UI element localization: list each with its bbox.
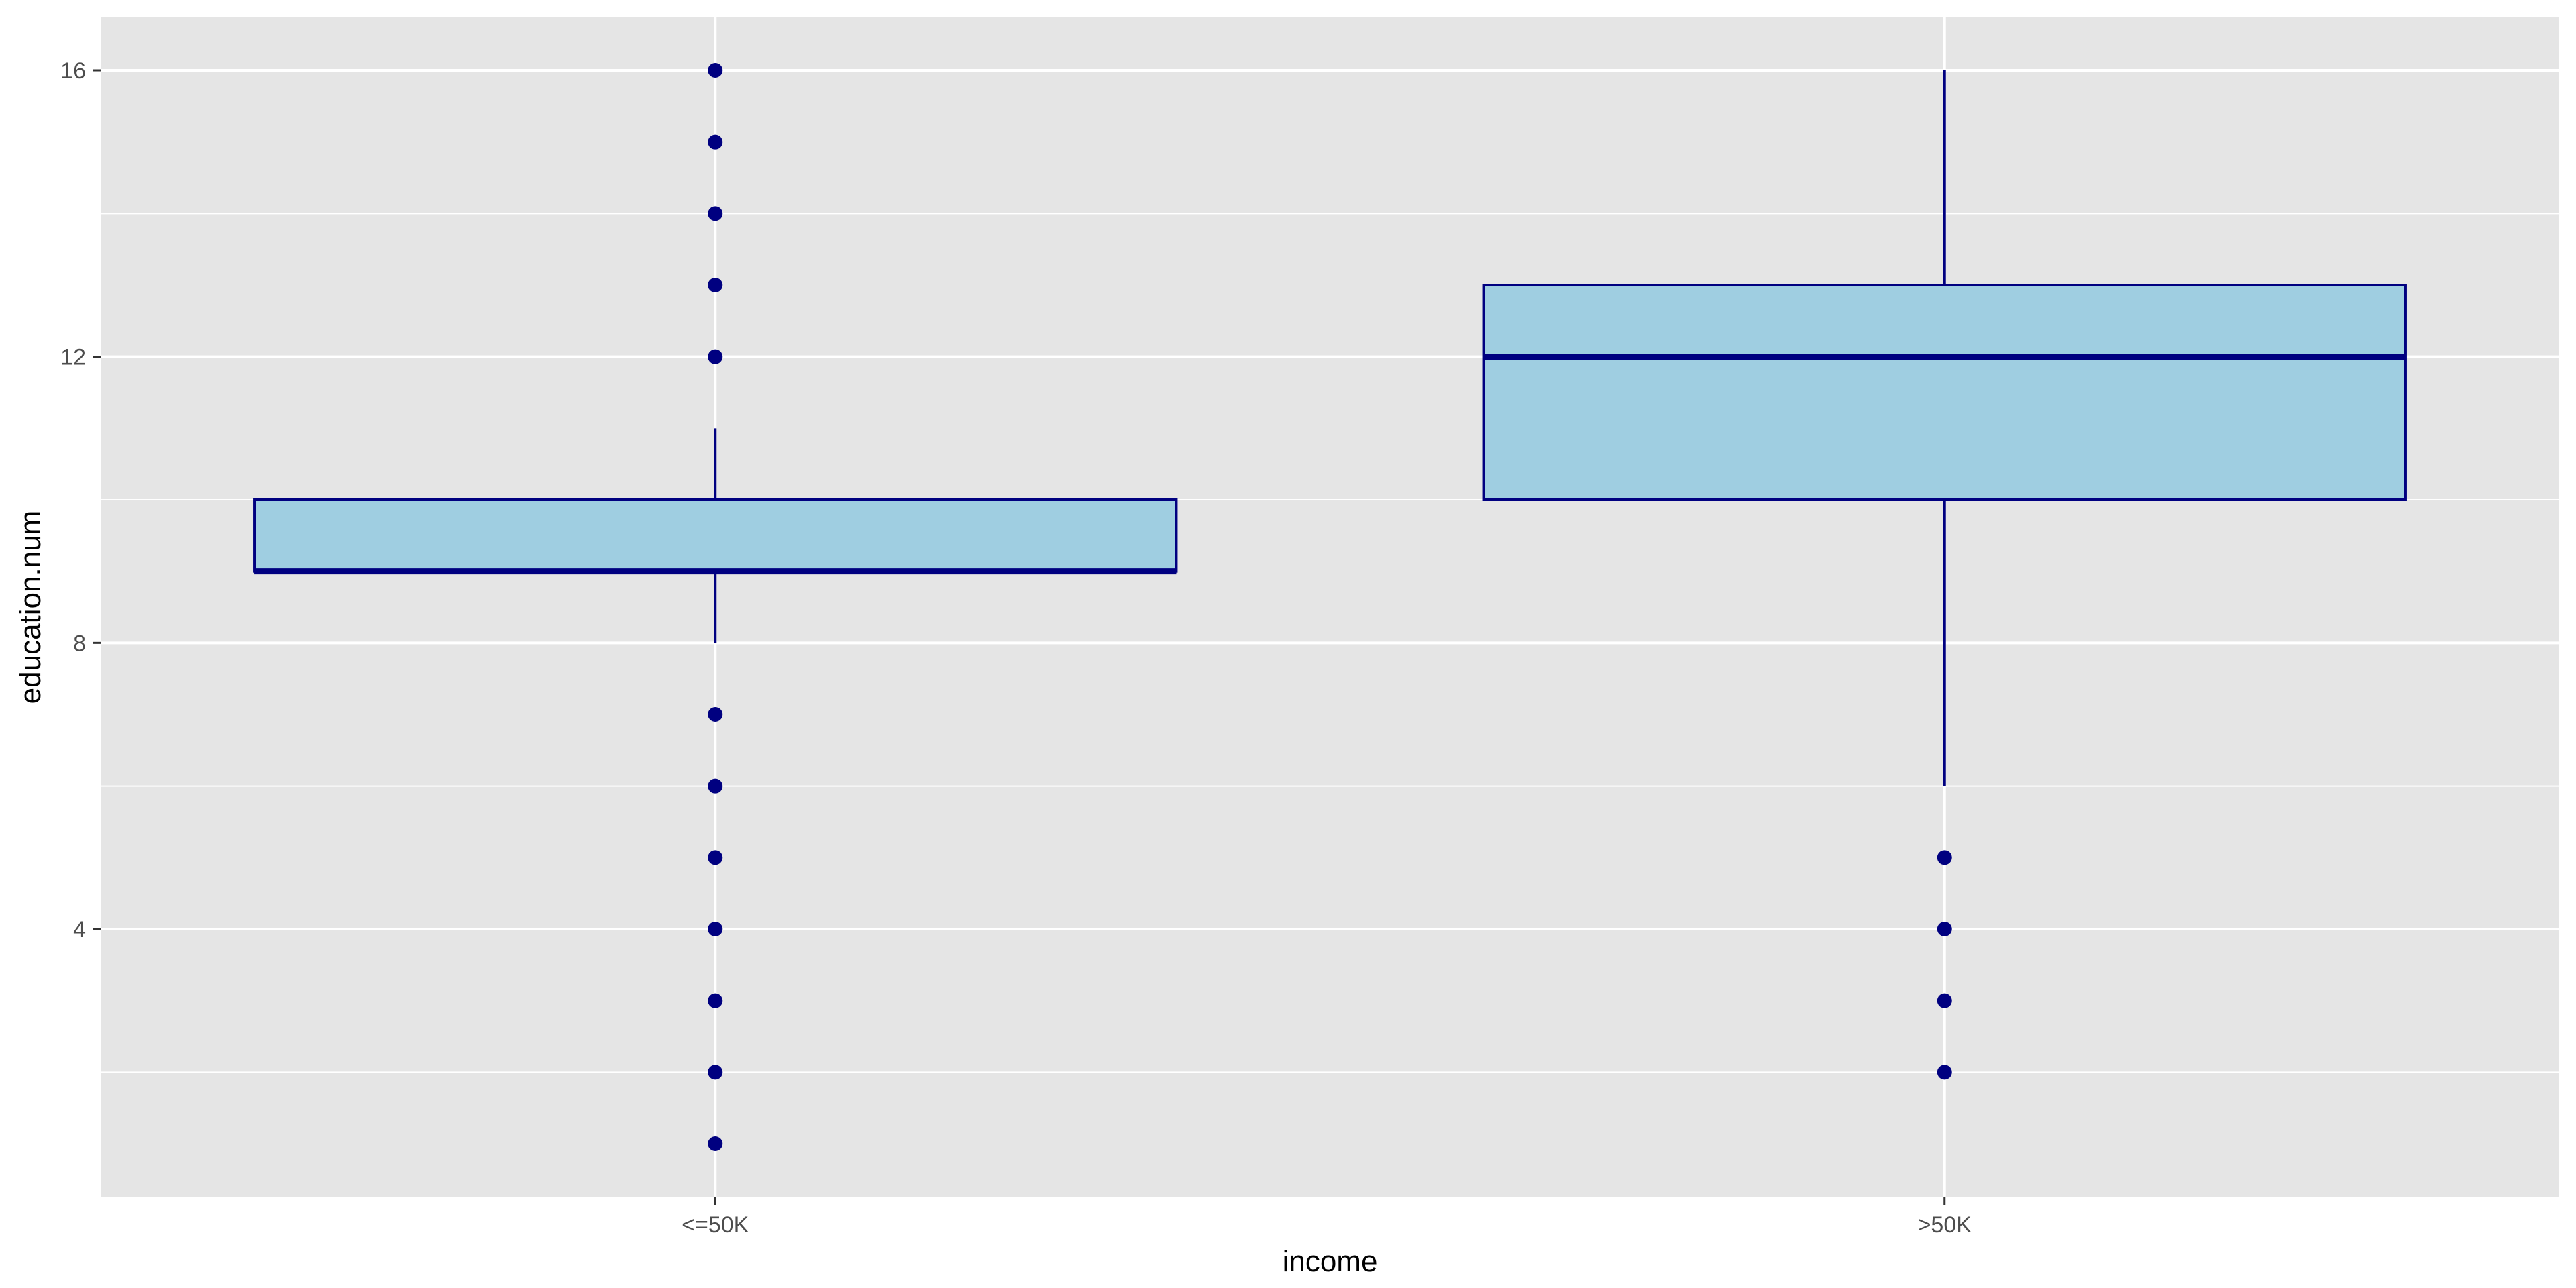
outlier-point xyxy=(708,778,723,794)
boxes xyxy=(253,63,2407,1151)
x-tick-label: <=50K xyxy=(682,1212,749,1238)
outlier-point xyxy=(708,707,723,722)
outlier-point xyxy=(708,134,723,150)
outlier-point xyxy=(1937,993,1952,1008)
box xyxy=(253,498,1178,573)
outlier-point xyxy=(708,850,723,865)
outlier-point xyxy=(708,1065,723,1080)
y-tick-label: 8 xyxy=(73,631,86,656)
outlier-point xyxy=(708,1136,723,1151)
outlier-point xyxy=(708,349,723,364)
y-tick-label: 16 xyxy=(60,58,86,84)
box xyxy=(1482,284,2407,501)
y-tick-label: 4 xyxy=(73,917,86,943)
x-axis-title: income xyxy=(1283,1245,1378,1278)
x-tick-label: >50K xyxy=(1918,1212,1972,1238)
outlier-point xyxy=(708,206,723,221)
outlier-point xyxy=(1937,1065,1952,1080)
outlier-point xyxy=(708,278,723,292)
y-tick-label: 12 xyxy=(60,345,86,370)
outlier-point xyxy=(708,922,723,936)
outlier-point xyxy=(1937,922,1952,936)
outlier-point xyxy=(708,993,723,1008)
outlier-point xyxy=(708,63,723,78)
outlier-point xyxy=(1937,850,1952,865)
x-axis-ticks: <=50K >50K xyxy=(682,1197,1972,1238)
plot-panel xyxy=(101,17,2559,1197)
box-group-0 xyxy=(253,63,1178,1151)
box-group-1 xyxy=(1482,70,2407,1080)
y-axis-ticks: 4 8 12 16 xyxy=(60,58,101,943)
y-axis-title: education.num xyxy=(14,511,47,704)
